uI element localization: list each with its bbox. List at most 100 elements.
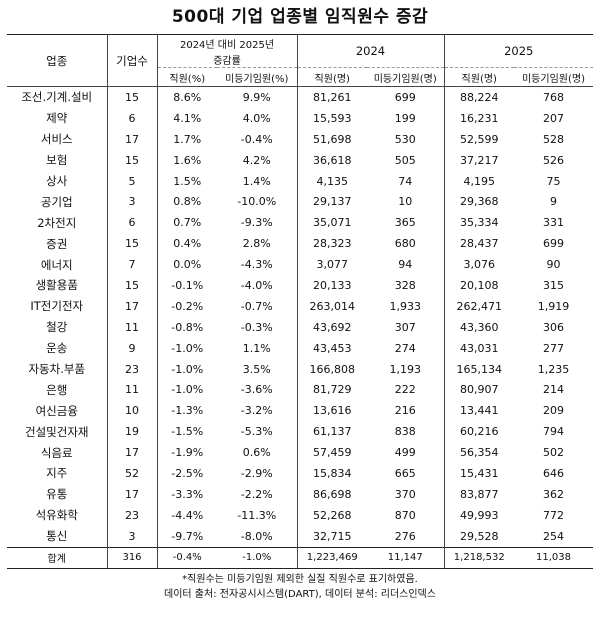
emp-2025-cell: 29,368 — [443, 191, 514, 213]
footnote: *직원수는 미등기임원 제외한 실질 직원수로 표기하였음. 데이터 출처: 전… — [0, 572, 600, 602]
emp-2025-cell: 13,441 — [443, 400, 514, 422]
table-row: 은행 11 -1.0% -3.6% 81,729 222 80,907 214 — [7, 379, 593, 401]
exec-2024-cell: 499 — [394, 446, 416, 460]
table-row: 보험 15 1.6% 4.2% 36,618 505 37,217 526 — [7, 149, 593, 171]
header-exec-2025: 미등기임원(명) — [514, 67, 593, 87]
header-emp-2025: 직원(명) — [443, 67, 514, 87]
exec-pct-cell: 4.2% — [242, 153, 271, 167]
table-row: 건설및건자재 19 -1.5% -5.3% 61,137 838 60,216 794 — [7, 421, 593, 443]
exec-2025-cell: 1,919 — [537, 299, 570, 313]
table-row: 식음료 17 -1.9% 0.6% 57,459 499 56,354 502 — [7, 442, 593, 464]
table-row: 통신 3 -9.7% -8.0% 32,715 276 29,528 254 — [7, 525, 593, 548]
emp-2024-cell: 28,323 — [296, 233, 367, 255]
companies-cell: 15 — [106, 86, 157, 108]
industry-cell: 증권 — [46, 236, 68, 251]
exec-pct-cell: -10.0% — [237, 195, 277, 209]
emp-2024-cell: 15,834 — [296, 463, 367, 484]
emp-2025-cell: 88,224 — [443, 86, 514, 108]
exec-pct-cell: 4.0% — [242, 111, 271, 125]
industry-cell: 건설및건자재 — [25, 424, 89, 439]
table-row: 제약 6 4.1% 4.0% 15,593 199 16,231 207 — [7, 107, 593, 129]
emp-2025-cell: 3,076 — [443, 254, 514, 276]
exec-pct-cell: -5.3% — [240, 425, 273, 439]
exec-pct-cell: -11.3% — [237, 508, 277, 522]
companies-cell: 3 — [106, 191, 157, 213]
companies-cell: 15 — [106, 275, 157, 296]
emp-pct-cell: 0.7% — [156, 212, 217, 234]
exec-2024-cell: 199 — [394, 111, 416, 125]
companies-cell: 11 — [106, 379, 157, 401]
header-industry: 업종 — [7, 34, 107, 87]
emp-2024-cell: 3,077 — [296, 254, 367, 276]
emp-2024-cell: 20,133 — [296, 275, 367, 296]
companies-cell: 17 — [106, 442, 157, 464]
emp-pct-cell: 0.0% — [156, 254, 217, 276]
exec-2025-cell: 646 — [543, 466, 564, 480]
companies-cell: 5 — [106, 170, 157, 192]
exec-2025-cell: 254 — [543, 529, 564, 543]
industry-cell: 조선.기계.설비 — [21, 90, 93, 105]
industry-cell: IT전기전자 — [30, 299, 84, 314]
industry-cell: 통신 — [46, 529, 68, 544]
emp-2025-cell: 56,354 — [443, 442, 514, 464]
table-row: 서비스 17 1.7% -0.4% 51,698 530 52,599 528 — [7, 128, 593, 150]
industry-cell: 철강 — [46, 320, 68, 335]
exec-pct-cell: -4.3% — [240, 258, 273, 272]
exec-2025-cell: 315 — [543, 278, 564, 292]
table-body: 조선.기계.설비 15 8.6% 9.9% 81,261 699 88,224 768 제약 6 4… — [7, 86, 593, 548]
table-row: IT전기전자 17 -0.2% -0.7% 263,014 1,933 262,471 1,9… — [7, 295, 593, 317]
emp-2025-cell: 16,231 — [443, 107, 514, 129]
header-emp-pct: 직원(%) — [156, 67, 217, 87]
exec-2024-cell: 274 — [394, 341, 416, 355]
exec-2025-cell: 526 — [543, 153, 564, 167]
emp-2024-cell: 15,593 — [296, 107, 367, 129]
table-row: 지주 52 -2.5% -2.9% 15,834 665 15,431 646 — [7, 463, 593, 484]
exec-2024-cell: 699 — [394, 90, 416, 104]
emp-2024-cell: 43,692 — [296, 316, 367, 338]
industry-cell: 보험 — [46, 153, 68, 168]
emp-pct-cell: 4.1% — [156, 107, 217, 129]
emp-2024-cell: 32,715 — [296, 525, 367, 548]
emp-2025-cell: 37,217 — [443, 149, 514, 171]
total-exec-2025: 11,038 — [514, 546, 593, 569]
industry-cell: 공기업 — [40, 194, 73, 209]
total-exec-pct: -1.0% — [217, 546, 297, 569]
emp-2024-cell: 166,808 — [296, 358, 367, 380]
emp-pct-cell: -0.2% — [156, 295, 217, 317]
emp-2025-cell: 20,108 — [443, 275, 514, 296]
emp-2025-cell: 28,437 — [443, 233, 514, 255]
exec-2024-cell: 276 — [394, 529, 416, 543]
emp-2024-cell: 52,268 — [296, 504, 367, 526]
exec-2025-cell: 306 — [543, 320, 564, 334]
industry-cell: 2차전지 — [37, 215, 77, 230]
emp-2024-cell: 35,071 — [296, 212, 367, 234]
exec-pct-cell: -2.2% — [240, 487, 273, 501]
emp-pct-cell: 1.7% — [156, 128, 217, 150]
emp-2025-cell: 43,360 — [443, 316, 514, 338]
exec-2024-cell: 1,193 — [389, 362, 422, 376]
emp-pct-cell: -3.3% — [156, 483, 217, 505]
industry-employee-table: 업종 기업수 2024년 대비 2025년 2024 2025 증감률 직원(%… — [7, 34, 593, 569]
industry-cell: 유통 — [46, 487, 68, 502]
page-title: 500대 기업 업종별 임직원수 증감 — [171, 7, 429, 27]
exec-pct-cell: -3.6% — [240, 383, 273, 397]
companies-cell: 7 — [106, 254, 157, 276]
industry-cell: 서비스 — [40, 132, 73, 147]
exec-2024-cell: 365 — [394, 216, 416, 230]
companies-cell: 15 — [106, 149, 157, 171]
emp-pct-cell: 1.5% — [156, 170, 217, 192]
exec-pct-cell: 1.4% — [242, 174, 271, 188]
industry-cell: 석유화학 — [35, 508, 78, 523]
total-emp-2024: 1,223,469 — [296, 546, 367, 569]
table-row: 유통 17 -3.3% -2.2% 86,698 370 83,877 362 — [7, 483, 593, 505]
exec-2025-cell: 90 — [546, 258, 561, 272]
companies-cell: 52 — [106, 463, 157, 484]
companies-cell: 23 — [106, 504, 157, 526]
companies-cell: 15 — [106, 233, 157, 255]
total-label: 합계 — [7, 546, 107, 569]
emp-2024-cell: 36,618 — [296, 149, 367, 171]
table-row: 생활용품 15 -0.1% -4.0% 20,133 328 20,108 315 — [7, 275, 593, 296]
companies-cell: 10 — [106, 400, 157, 422]
companies-cell: 3 — [106, 525, 157, 548]
exec-pct-cell: 2.8% — [242, 237, 271, 251]
